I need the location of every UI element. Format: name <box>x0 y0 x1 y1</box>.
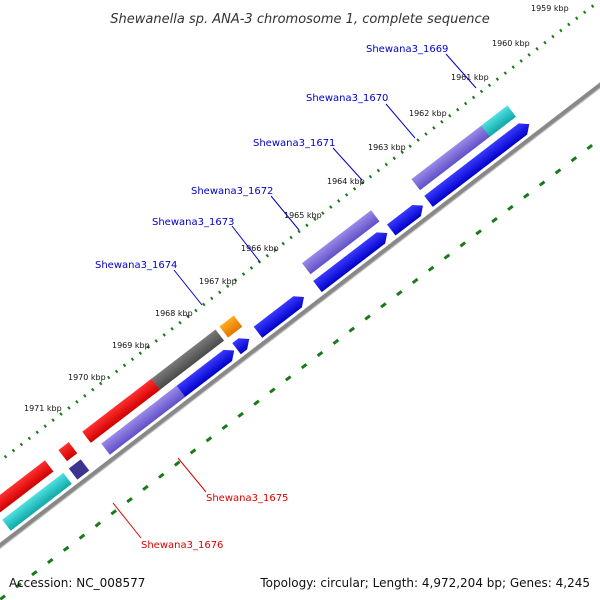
gene-label-1671[interactable]: Shewana3_1671 <box>253 138 335 149</box>
gene-label-1673[interactable]: Shewana3_1673 <box>152 217 234 228</box>
gene-shewana3-1675-feature[interactable] <box>101 385 186 455</box>
gene-shewana3-1676-feature[interactable] <box>68 459 90 480</box>
leader-line-1669 <box>445 53 477 89</box>
gene-shewana3-1673-feature[interactable] <box>253 291 309 338</box>
gene-label-1669[interactable]: Shewana3_1669 <box>366 44 448 55</box>
gene-label-1676[interactable]: Shewana3_1676 <box>141 540 223 551</box>
gene-gray-feature[interactable] <box>144 329 225 395</box>
gene-small-blue-feature[interactable] <box>232 333 253 355</box>
tick-label-1959: 1959 kbp <box>531 4 569 13</box>
tick-line-upper <box>0 0 600 514</box>
tick-label-1968: 1968 kbp <box>155 309 193 318</box>
gene-label-1674[interactable]: Shewana3_1674 <box>95 260 177 271</box>
gene-shewana3-1675-red-feature[interactable] <box>82 378 160 443</box>
gene-shewana3-1674-feature[interactable] <box>219 315 243 338</box>
leader-line-1675 <box>177 457 207 493</box>
gene-shewana3-1670-feature[interactable] <box>424 119 533 207</box>
gene-small-red-feature[interactable] <box>58 442 78 462</box>
map-title: Shewanella sp. ANA-3 chromosome 1, compl… <box>110 12 489 27</box>
leader-line-1676 <box>112 502 142 539</box>
sequence-summary-text: Topology: circular; Length: 4,972,204 bp… <box>259 576 590 590</box>
tick-label-1961: 1961 kbp <box>451 73 489 82</box>
gene-shewana3-1671-upper-feature[interactable] <box>301 210 380 275</box>
gene-label-1672[interactable]: Shewana3_1672 <box>191 186 273 197</box>
gene-cyan-feature[interactable] <box>481 105 516 137</box>
tick-label-1964: 1964 kbp <box>327 177 365 186</box>
gene-cyan-left-feature[interactable] <box>2 472 72 531</box>
tick-label-1965: 1965 kbp <box>284 211 322 220</box>
tick-label-1970: 1970 kbp <box>68 373 106 382</box>
chromosome-backbone <box>0 52 600 567</box>
gene-label-1670[interactable]: Shewana3_1670 <box>306 93 388 104</box>
tick-label-1971: 1971 kbp <box>24 404 62 413</box>
leader-line-1671 <box>332 147 363 181</box>
gene-shewana3-1671-feature[interactable] <box>386 200 427 236</box>
tick-label-1962: 1962 kbp <box>409 109 447 118</box>
leader-line-1672 <box>270 195 300 231</box>
tick-label-1960: 1960 kbp <box>492 39 530 48</box>
chromosome-backbone-shadow <box>0 55 600 568</box>
gene-label-1675[interactable]: Shewana3_1675 <box>206 493 288 504</box>
leader-line-1673 <box>231 225 261 263</box>
tick-line-lower <box>0 86 600 600</box>
leader-line-1674 <box>173 269 203 306</box>
gene-shewana3-1672-feature[interactable] <box>313 227 391 293</box>
accession-text: Accession: NC_008577 <box>9 576 145 590</box>
gene-red-left-feature[interactable] <box>0 460 54 517</box>
tick-label-1963: 1963 kbp <box>368 143 406 152</box>
leader-line-1670 <box>385 103 416 139</box>
tick-label-1966: 1966 kbp <box>241 244 279 253</box>
tick-label-1967: 1967 kbp <box>199 277 237 286</box>
tick-label-1969: 1969 kbp <box>112 341 150 350</box>
